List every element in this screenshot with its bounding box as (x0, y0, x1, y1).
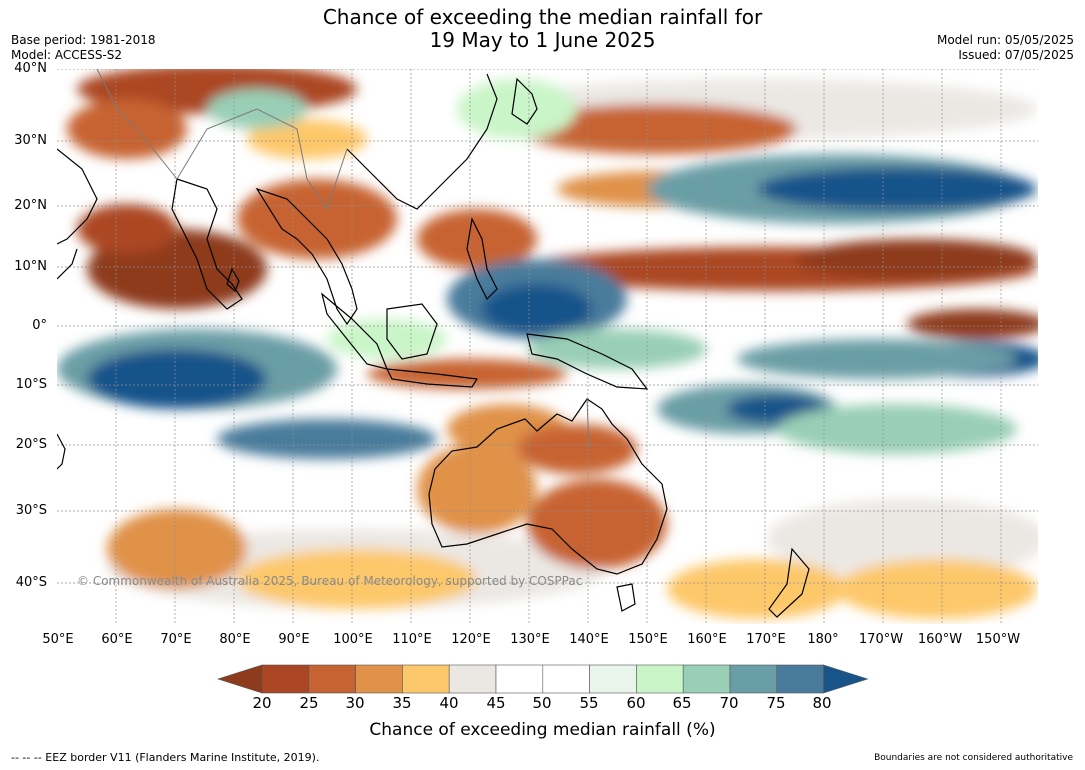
lat-label-10s: 10°S (15, 377, 47, 392)
colorbar-tick-65: 65 (672, 694, 692, 712)
base-period-text: Base period: 1981-2018 (11, 33, 156, 47)
lon-label-80e: 80°E (219, 632, 251, 647)
borneo-coast (386, 303, 438, 360)
lat-label-20s: 20°S (15, 437, 47, 452)
java-coast (385, 368, 479, 388)
boundary-disclaimer: Boundaries are not considered authoritat… (874, 753, 1073, 763)
lat-label-30n: 30°N (14, 133, 47, 148)
meta-right: Model run: 05/05/2025 Issued: 07/05/2025 (937, 33, 1074, 63)
lon-label-60e: 60°E (101, 632, 133, 647)
colorbar-over-arrow (823, 664, 869, 694)
map-title-line-1: Chance of exceeding the median rainfall … (322, 5, 763, 29)
lon-label-120e: 120°E (451, 632, 491, 647)
colorbar-segment (495, 664, 544, 694)
lon-label-110e: 110°E (392, 632, 432, 647)
colorbar-label: Chance of exceeding median rainfall (%) (369, 720, 716, 740)
lat-label-40n: 40°N (14, 61, 47, 76)
australia-coast (428, 398, 668, 575)
colorbar-tick-25: 25 (299, 694, 319, 712)
png-border (586, 398, 590, 450)
colorbar-segment (308, 664, 356, 694)
lon-label-170e: 170°E (746, 632, 786, 647)
lon-label-90e: 90°E (278, 632, 310, 647)
coastlines (57, 73, 810, 618)
meta-left: Base period: 1981-2018 Model: ACCESS-S2 (11, 33, 156, 63)
colorbar-tick-75: 75 (766, 694, 786, 712)
colorbar-segment (261, 664, 310, 694)
colorbar-tick-40: 40 (439, 694, 459, 712)
lat-label-10n: 10°N (14, 259, 47, 274)
colorbar-segment (776, 664, 824, 694)
colorbar-tick-20: 20 (252, 694, 272, 712)
colorbar-tick-55: 55 (579, 694, 599, 712)
philippines-coast (466, 217, 498, 301)
colorbar-tick-60: 60 (626, 694, 646, 712)
country-borders (96, 69, 590, 450)
lat-label-40s: 40°S (15, 575, 47, 590)
colorbar-tick-70: 70 (719, 694, 739, 712)
lon-label-130e: 130°E (510, 632, 550, 647)
map-canvas (57, 69, 1038, 624)
south-asia-borders (176, 108, 348, 211)
colorbar-segment (589, 664, 637, 694)
lat-label-30s: 30°S (15, 503, 47, 518)
colorbar-tick-35: 35 (392, 694, 412, 712)
new-zealand-coast (768, 547, 810, 618)
lon-label-160e: 160°E (687, 632, 727, 647)
new-guinea-coast (526, 333, 649, 390)
colorbar-segment (636, 664, 684, 694)
colorbar-segment (355, 664, 403, 694)
model-text: Model: ACCESS-S2 (11, 48, 123, 62)
lon-label-100e: 100°E (333, 632, 373, 647)
japan-coast (511, 77, 538, 125)
copyright-watermark: © Commonwealth of Australia 2025, Bureau… (77, 574, 583, 588)
lon-label-160w: 160°W (917, 632, 963, 647)
colorbar-segment (448, 664, 497, 694)
colorbar-under-arrow (217, 664, 263, 694)
colorbar-segment (729, 664, 778, 694)
eez-border-note: -- -- -- EEZ border V11 (Flanders Marine… (11, 751, 320, 764)
colorbar-segment (682, 664, 731, 694)
sumatra-coast (320, 292, 388, 370)
horn-of-africa-coast (57, 248, 78, 280)
probability-field (57, 69, 1038, 619)
lon-label-150e: 150°E (628, 632, 668, 647)
sri-lanka-coast (226, 267, 240, 293)
lon-label-70e: 70°E (160, 632, 192, 647)
lat-label-20n: 20°N (14, 198, 47, 213)
colorbar-segment (542, 664, 590, 694)
colorbar-tick-50: 50 (532, 694, 552, 712)
colorbar-tick-30: 30 (345, 694, 365, 712)
lon-label-170w: 170°W (858, 632, 904, 647)
southeast-asia-coast (255, 187, 358, 326)
colorbar (217, 664, 869, 694)
lon-label-150w: 150°W (975, 632, 1021, 647)
lon-label-140e: 140°E (569, 632, 609, 647)
madagascar-coast (57, 433, 66, 470)
west-asia-borders (96, 69, 178, 180)
colorbar-tick-45: 45 (486, 694, 506, 712)
tasmania-coast (616, 583, 636, 612)
colorbar-segment (402, 664, 450, 694)
lon-label-50e: 50°E (42, 632, 74, 647)
arabia-coast (57, 148, 98, 245)
model-run-text: Model run: 05/05/2025 (936, 33, 1074, 47)
lat-label-equator: 0° (32, 318, 47, 333)
map-title-line-2: 19 May to 1 June 2025 (429, 28, 656, 52)
issued-text: Issued: 07/05/2025 (958, 48, 1074, 62)
rainfall-probability-map (57, 69, 1038, 624)
india-coast (171, 178, 243, 310)
colorbar-tick-80: 80 (812, 694, 832, 712)
graticule (57, 69, 1038, 624)
china-coast (346, 73, 498, 210)
lon-label-180: 180° (807, 632, 839, 647)
